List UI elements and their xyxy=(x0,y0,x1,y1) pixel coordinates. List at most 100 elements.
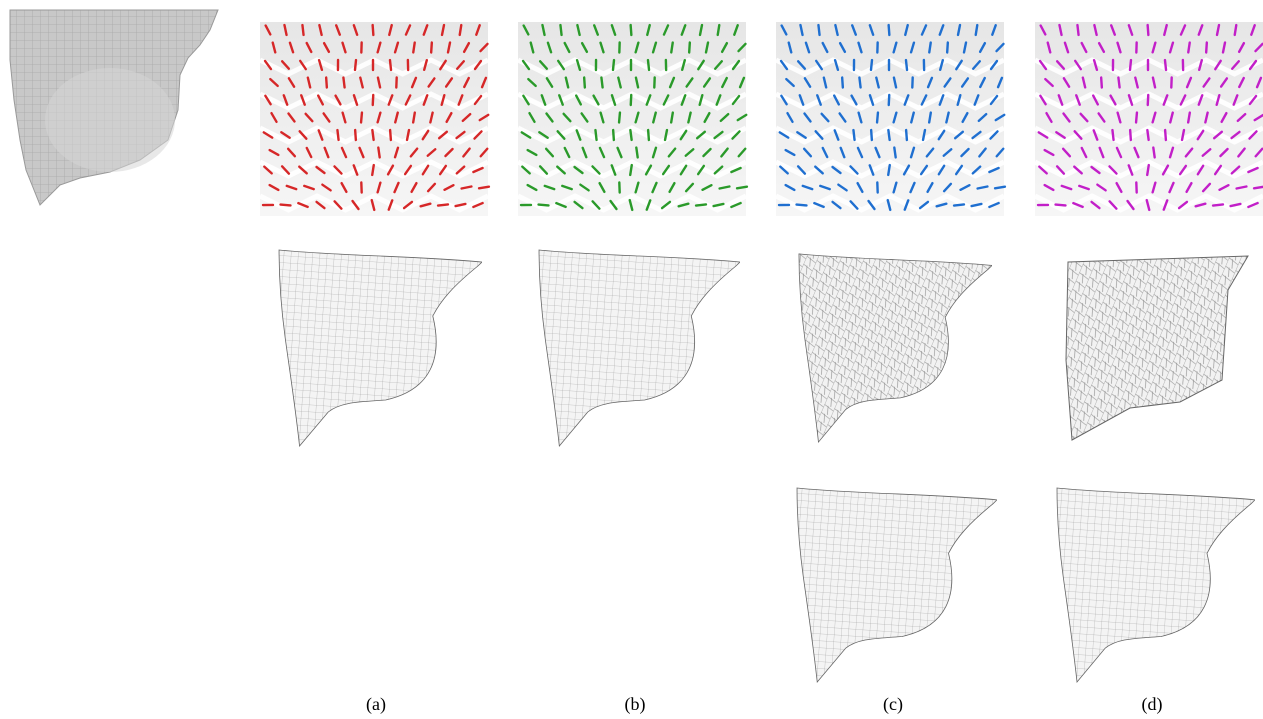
direction-glyph xyxy=(689,43,690,53)
direction-glyph xyxy=(889,25,890,35)
direction-glyph xyxy=(630,165,632,175)
direction-glyph xyxy=(1077,25,1078,35)
direction-glyph xyxy=(613,130,614,140)
mesh-c-final xyxy=(797,488,997,682)
direction-glyph xyxy=(613,60,614,70)
direction-glyph xyxy=(906,130,907,140)
caption: (a) xyxy=(366,694,386,715)
direction-glyph xyxy=(1101,78,1102,88)
field-background xyxy=(260,22,488,216)
direction-glyph xyxy=(355,60,356,70)
direction-glyph xyxy=(877,113,878,123)
direction-glyph xyxy=(929,43,930,53)
field-panel xyxy=(1035,22,1263,216)
direction-glyph xyxy=(1056,205,1066,206)
direction-glyph xyxy=(326,78,327,88)
direction-glyph xyxy=(1136,113,1137,123)
mesh-d-final xyxy=(1057,488,1255,682)
direction-glyph xyxy=(1235,25,1237,35)
direction-glyph xyxy=(438,204,448,205)
direction-glyph xyxy=(1130,60,1131,70)
direction-glyph xyxy=(671,43,672,53)
direction-glyph xyxy=(281,205,291,206)
direction-glyph xyxy=(648,60,649,70)
direction-glyph xyxy=(1148,95,1149,105)
field-background xyxy=(776,22,1004,216)
caption: (c) xyxy=(883,694,903,715)
direction-glyph xyxy=(413,43,414,53)
direction-glyph xyxy=(479,187,489,189)
mesh-a xyxy=(279,250,482,446)
direction-glyph xyxy=(1188,113,1190,123)
direction-glyph xyxy=(539,205,549,206)
direction-glyph xyxy=(1165,60,1166,70)
direction-glyph xyxy=(619,113,620,123)
field-panel xyxy=(260,22,489,216)
direction-glyph xyxy=(929,113,931,123)
direction-glyph xyxy=(631,25,632,35)
direction-glyph xyxy=(889,95,890,105)
direction-glyph xyxy=(1147,130,1148,140)
direction-glyph xyxy=(718,25,720,35)
direction-glyph xyxy=(1213,204,1223,205)
direction-glyph xyxy=(818,25,819,35)
mesh-c xyxy=(799,254,992,442)
direction-glyph xyxy=(302,25,303,35)
direction-glyph xyxy=(390,130,391,140)
direction-glyph xyxy=(1130,130,1131,140)
direction-glyph xyxy=(372,130,373,140)
direction-glyph xyxy=(842,78,843,88)
direction-glyph xyxy=(888,165,890,175)
direction-glyph xyxy=(737,187,747,189)
direction-glyph xyxy=(1118,78,1119,88)
direction-glyph xyxy=(853,130,854,140)
direction-glyph xyxy=(1206,43,1207,53)
direction-glyph xyxy=(636,148,637,158)
direction-glyph xyxy=(372,165,374,175)
field-panel xyxy=(776,22,1005,216)
direction-glyph xyxy=(871,130,872,140)
direction-glyph xyxy=(431,43,432,53)
direction-glyph xyxy=(630,130,631,140)
direction-glyph xyxy=(560,25,561,35)
mesh-d xyxy=(1066,256,1248,440)
direction-glyph xyxy=(595,130,596,140)
direction-glyph xyxy=(373,25,374,35)
direction-glyph xyxy=(894,148,895,158)
voxel-model xyxy=(10,10,218,205)
direction-glyph xyxy=(1112,130,1113,140)
direction-glyph xyxy=(1165,130,1166,140)
direction-glyph xyxy=(601,78,602,88)
direction-glyph xyxy=(954,204,964,205)
direction-glyph xyxy=(671,113,673,123)
direction-glyph xyxy=(413,113,415,123)
direction-glyph xyxy=(378,148,379,158)
caption: (b) xyxy=(625,694,646,715)
direction-glyph xyxy=(1254,187,1263,189)
direction-glyph xyxy=(888,130,889,140)
field-background xyxy=(518,22,746,216)
direction-glyph xyxy=(631,95,632,105)
mesh-b xyxy=(539,250,740,446)
direction-glyph xyxy=(995,187,1005,189)
direction-glyph xyxy=(584,78,585,88)
direction-glyph xyxy=(696,204,706,205)
direction-glyph xyxy=(460,25,462,35)
direction-glyph xyxy=(337,130,338,140)
field-panels xyxy=(260,22,1263,216)
direction-glyph xyxy=(361,113,362,123)
caption: (d) xyxy=(1142,694,1163,715)
direction-glyph xyxy=(1188,43,1189,53)
field-panel xyxy=(518,22,747,216)
direction-glyph xyxy=(797,205,807,206)
direction-glyph xyxy=(1148,25,1149,35)
direction-glyph xyxy=(355,130,356,140)
field-background xyxy=(1035,22,1263,216)
direction-glyph xyxy=(1147,165,1149,175)
direction-glyph xyxy=(373,95,374,105)
direction-glyph xyxy=(648,130,649,140)
direction-glyph xyxy=(976,25,978,35)
direction-glyph xyxy=(1153,148,1154,158)
direction-glyph xyxy=(906,60,907,70)
direction-glyph xyxy=(390,60,391,70)
